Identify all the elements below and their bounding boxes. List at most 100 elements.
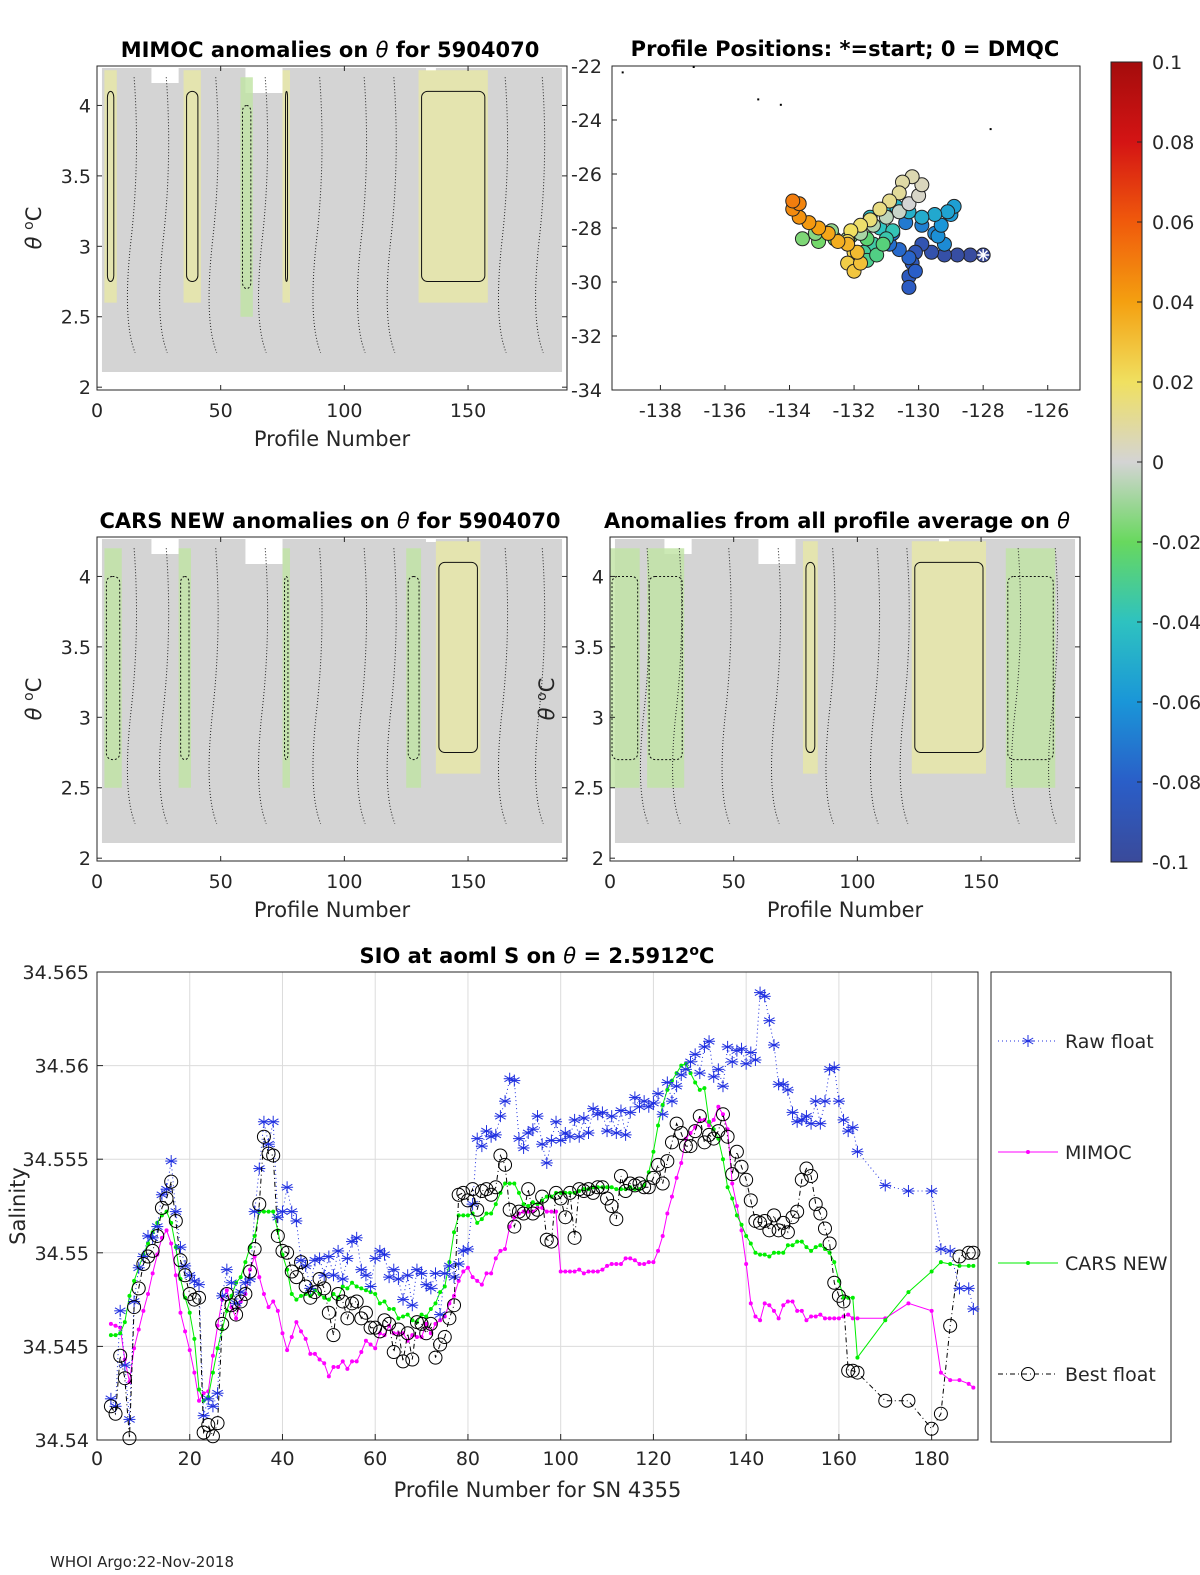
best-float-point xyxy=(562,1185,577,1200)
raw-float-point xyxy=(239,1276,252,1289)
best-float-point xyxy=(600,1191,615,1206)
allprof-ytick-label: 4 xyxy=(592,566,604,588)
best-float-point xyxy=(437,1330,452,1345)
raw-float-point xyxy=(693,1067,706,1080)
mimoc-zero-contour xyxy=(159,77,170,353)
mimoc-point xyxy=(197,1398,202,1403)
mimoc-point xyxy=(776,1316,781,1321)
cars-new-point xyxy=(479,1217,484,1222)
mimoc-ytick-label: 2 xyxy=(79,377,91,399)
cars-new-point xyxy=(730,1196,735,1201)
mimoc-point xyxy=(141,1308,146,1313)
best-float-point xyxy=(340,1311,355,1326)
best-float-point xyxy=(674,1125,689,1140)
profile-position-point xyxy=(882,193,898,209)
allprof-cool-band xyxy=(647,548,685,788)
cars-new-point xyxy=(767,1254,772,1259)
mimoc-point xyxy=(646,1260,651,1265)
best-float-point xyxy=(933,1406,948,1421)
raw-float-point xyxy=(406,1299,419,1312)
mimoc-point xyxy=(679,1160,684,1165)
best-float-point xyxy=(238,1286,253,1301)
best-float-point xyxy=(368,1320,383,1335)
legend-raw-float-marker xyxy=(1022,1035,1034,1047)
cars-new-point xyxy=(108,1333,113,1338)
best-float-point xyxy=(720,1129,735,1144)
mimoc-point xyxy=(929,1308,934,1313)
salinity-xtick-label: 20 xyxy=(178,1448,202,1470)
mimoc-point xyxy=(730,1181,735,1186)
mimoc-point xyxy=(326,1374,331,1379)
cars-new-point xyxy=(475,1220,480,1225)
raw-float-point xyxy=(814,1117,827,1130)
allprof-title: Anomalies from all profile average on θ xyxy=(604,509,1070,533)
best-float-point xyxy=(117,1371,132,1386)
best-float-point xyxy=(470,1202,485,1217)
positions-xtick-label: -138 xyxy=(639,400,682,422)
best-float-point xyxy=(590,1180,605,1195)
positions-ytick-label: -30 xyxy=(571,272,602,294)
raw-float-point xyxy=(350,1231,363,1244)
best-float-point xyxy=(113,1348,128,1363)
mimoc-point xyxy=(591,1269,596,1274)
mimoc-point xyxy=(623,1256,628,1261)
raw-float-point xyxy=(536,1138,549,1151)
cars-gap xyxy=(426,538,436,542)
colorbar: 0.1 0.08 0.06 0.04 0.02 0 -0.02 -0.04 -0.06 -0.08… xyxy=(1110,52,1200,874)
colorbar-tick-label: 0.04 xyxy=(1152,292,1194,314)
best-float-point xyxy=(215,1316,230,1331)
mimoc-point xyxy=(832,1316,837,1321)
positions-xtick-label: -128 xyxy=(962,400,1005,422)
raw-float-point xyxy=(281,1181,294,1194)
profile-position-point xyxy=(901,196,917,212)
mimoc-point xyxy=(173,1273,178,1278)
colorbar-tick-label: 0.08 xyxy=(1152,132,1194,154)
raw-float-point xyxy=(392,1273,405,1286)
allprof-cool-band xyxy=(1005,548,1056,788)
cars-new-point xyxy=(906,1290,911,1295)
best-float-point xyxy=(822,1236,837,1251)
mimoc-title: MIMOC anomalies on θ for 5904070 xyxy=(121,38,540,62)
mimoc-point xyxy=(331,1364,336,1369)
best-float-point xyxy=(817,1221,832,1236)
cars-cool-band xyxy=(178,548,191,788)
colorbar-tick-label: 0.1 xyxy=(1152,52,1182,74)
mimoc-point xyxy=(183,1329,188,1334)
cars-ytick-label: 3.5 xyxy=(61,637,91,659)
raw-float-point xyxy=(554,1134,567,1147)
best-float-point xyxy=(141,1249,156,1264)
best-float-point xyxy=(127,1300,142,1315)
salinity-ytick-label: 34.55 xyxy=(35,1243,89,1265)
mimoc-point xyxy=(414,1335,419,1340)
allprof-ytick-label: 3.5 xyxy=(574,637,604,659)
cars-gap xyxy=(245,538,283,564)
positions-title: Profile Positions: *=start; 0 = DMQC xyxy=(631,37,1060,61)
mimoc-contour xyxy=(285,90,289,283)
best-float-point xyxy=(581,1182,596,1197)
raw-float-point xyxy=(633,1100,646,1113)
cars-new-point xyxy=(299,1293,304,1298)
best-float-point xyxy=(247,1242,262,1257)
raw-float-point xyxy=(795,1113,808,1126)
best-float-point xyxy=(423,1316,438,1331)
mimoc-ytick-label: 3.5 xyxy=(61,166,91,188)
raw-float-point xyxy=(531,1110,544,1123)
raw-float-point xyxy=(934,1243,947,1256)
best-float-point xyxy=(660,1154,675,1169)
raw-float-point xyxy=(220,1263,233,1276)
cars-new-point xyxy=(261,1209,266,1214)
mimoc-point xyxy=(850,1316,855,1321)
best-float-point xyxy=(813,1206,828,1221)
mimoc-panel: 0 50 100 150 2 2.5 3 3.5 4 Profile Number θ oC xyxy=(21,65,568,451)
best-float-point xyxy=(924,1421,939,1436)
cars-new-point xyxy=(507,1181,512,1186)
mimoc-point xyxy=(739,1228,744,1233)
mimoc-zero-contour xyxy=(498,77,509,353)
cars-new-point xyxy=(187,1310,192,1315)
raw-float-point xyxy=(925,1185,938,1198)
allprof-gap xyxy=(939,538,949,542)
mimoc-point xyxy=(637,1262,642,1267)
raw-float-point xyxy=(781,1083,794,1096)
cars-new-point xyxy=(674,1071,679,1076)
